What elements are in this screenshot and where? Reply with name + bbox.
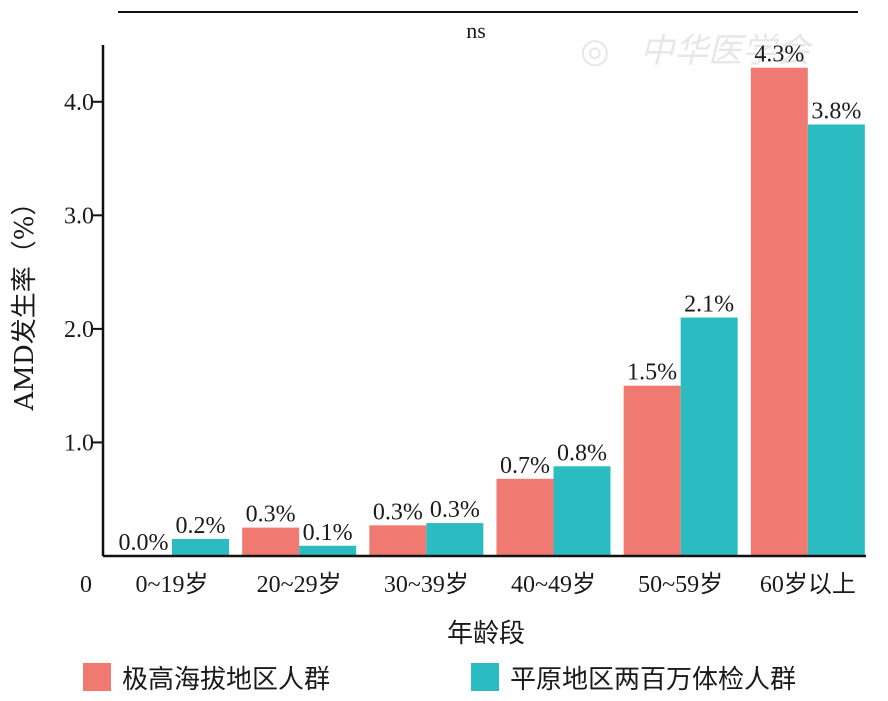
bar-value-label: 0.0% bbox=[119, 530, 169, 556]
bar-value-label: 0.1% bbox=[303, 520, 353, 546]
legend: 极高海拔地区人群 平原地区两百万体检人群 bbox=[83, 663, 796, 695]
bar-value-label: 3.8% bbox=[811, 98, 861, 124]
y-ticks: 0 1.0 2.0 3.0 4.0 bbox=[64, 90, 103, 598]
bar-value-label: 2.1% bbox=[684, 292, 734, 318]
bar-high-altitude-3 bbox=[496, 478, 554, 556]
bar-plain-3 bbox=[553, 466, 611, 556]
bar-value-label: 1.5% bbox=[627, 360, 677, 386]
bar-labels-layer: 0.0% 0.2% 0.3% 0.1% 0.3% 0.3% 0.7% 0.8% 1.5% 2.1%… bbox=[119, 42, 862, 556]
bar-high-altitude-5 bbox=[750, 67, 808, 556]
y-tick-label: 1.0 bbox=[64, 430, 94, 456]
x-tick-label: 0~19岁 bbox=[136, 571, 209, 598]
y-tick-label: 0 bbox=[80, 572, 92, 598]
bar-plain-5 bbox=[807, 124, 865, 556]
legend-label-high-altitude: 极高海拔地区人群 bbox=[122, 665, 330, 695]
legend-label-plain: 平原地区两百万体检人群 bbox=[510, 665, 796, 695]
bar-value-label: 0.8% bbox=[557, 440, 607, 466]
watermark: ◎ bbox=[580, 31, 610, 71]
bar-high-altitude-1 bbox=[242, 527, 300, 556]
y-tick-label: 2.0 bbox=[64, 317, 94, 343]
bar-plain-4 bbox=[680, 317, 738, 556]
watermark-text: 中华医学会 bbox=[640, 31, 814, 71]
bar-value-label: 0.3% bbox=[246, 502, 296, 528]
legend-swatch-plain bbox=[471, 663, 499, 691]
x-tick-label: 20~29岁 bbox=[257, 571, 342, 598]
bar-value-label: 0.7% bbox=[500, 453, 550, 479]
bar-high-altitude-4 bbox=[623, 385, 681, 556]
bar-value-label: 0.2% bbox=[176, 513, 226, 539]
bar-plain-2 bbox=[426, 523, 484, 556]
bar-plain-0 bbox=[172, 538, 229, 556]
y-tick-label: 3.0 bbox=[64, 203, 94, 229]
bar-value-label: 4.3% bbox=[754, 42, 804, 68]
x-tick-label: 40~49岁 bbox=[511, 571, 596, 598]
y-tick-label: 4.0 bbox=[64, 90, 94, 116]
bar-value-label: 0.3% bbox=[373, 499, 423, 525]
x-axis-title: 年龄段 bbox=[447, 619, 525, 649]
bar-plain-1 bbox=[299, 545, 357, 556]
x-tick-label: 50~59岁 bbox=[638, 571, 723, 598]
bar-high-altitude-2 bbox=[369, 525, 427, 556]
bar-value-label: 0.3% bbox=[430, 497, 480, 523]
x-ticks: 0~19岁 20~29岁 30~39岁 40~49岁 50~59岁 60岁以上 bbox=[136, 571, 856, 598]
legend-swatch-high-altitude bbox=[83, 663, 111, 691]
y-axis-title: AMD发生率（%） bbox=[10, 190, 40, 412]
x-tick-label: 30~39岁 bbox=[384, 571, 469, 598]
x-tick-label: 60岁以上 bbox=[760, 571, 856, 598]
bars-layer bbox=[172, 67, 865, 556]
significance-annotation: ns bbox=[466, 18, 486, 43]
